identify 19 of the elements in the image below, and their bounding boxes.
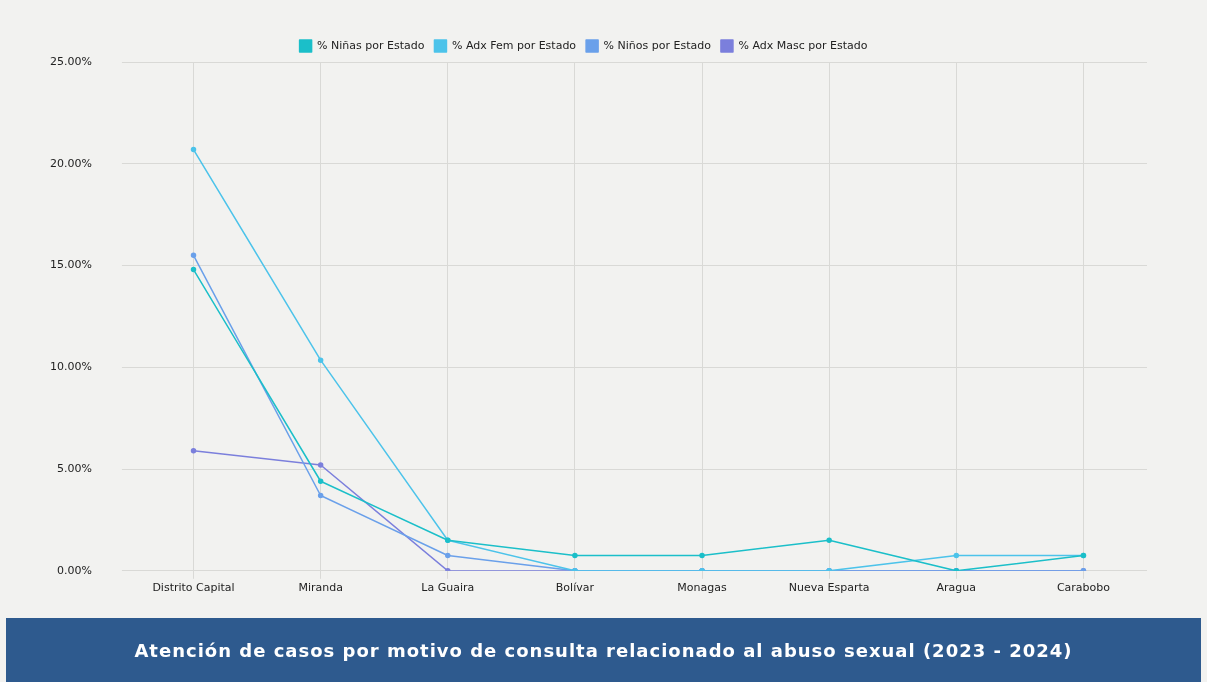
x-tick-label: Miranda (298, 581, 343, 595)
legend-label: % Niños por Estado (603, 38, 712, 52)
x-tick-label: La Guaira (421, 581, 475, 595)
x-tick-label: Bolívar (555, 581, 595, 595)
legend-label: % Niñas por Estado (317, 38, 425, 52)
x-tick-label: Aragua (936, 581, 977, 595)
text: Atención de casos por motivo de consulta relacionado al abuso sexual (2023 - 2024) (6, 618, 1201, 682)
y-tick-label: 15.00% (49, 258, 92, 272)
legend-label: % Adx Fem por Estado (451, 38, 577, 52)
x-tick-label: Nueva Esparta (788, 581, 870, 595)
x-tick-label: Distrito Capital (152, 581, 235, 595)
y-tick-label: 0.00% (56, 563, 92, 577)
legend-label: % Adx Masc por Estado (738, 38, 868, 52)
y-tick-label: 20.00% (49, 156, 92, 170)
x-tick-label: Carabobo (1056, 581, 1111, 595)
y-tick-label: 5.00% (56, 461, 92, 475)
y-tick-label: 25.00% (49, 54, 92, 68)
y-tick-label: 10.00% (49, 360, 92, 374)
x-tick-label: Monagas (677, 581, 727, 595)
